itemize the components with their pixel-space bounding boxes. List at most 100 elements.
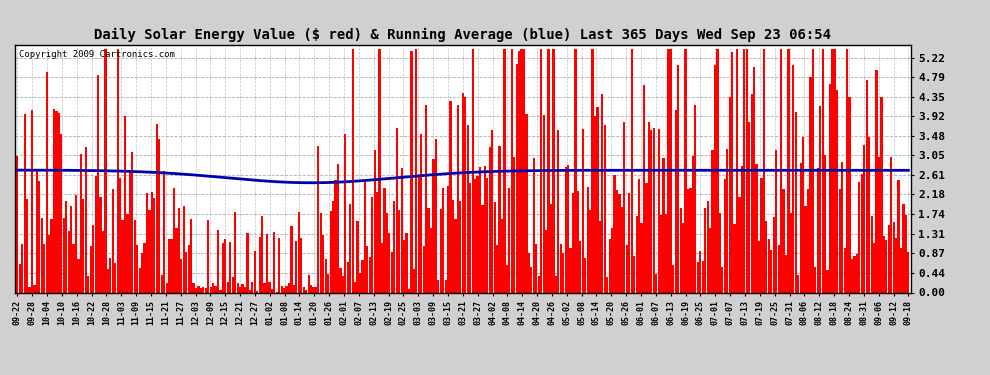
Bar xyxy=(621,207,623,292)
Bar xyxy=(342,276,344,292)
Bar xyxy=(298,212,300,292)
Bar xyxy=(496,245,498,292)
Bar xyxy=(192,282,195,292)
Bar xyxy=(536,244,538,292)
Bar xyxy=(834,50,836,292)
Title: Daily Solar Energy Value ($ red) & Running Average (blue) Last 365 Days Wed Sep : Daily Solar Energy Value ($ red) & Runni… xyxy=(94,28,832,42)
Bar xyxy=(672,266,674,292)
Bar xyxy=(398,210,400,292)
Bar xyxy=(65,201,67,292)
Bar xyxy=(124,116,126,292)
Bar xyxy=(907,252,910,292)
Bar xyxy=(684,50,687,292)
Bar xyxy=(388,233,390,292)
Bar xyxy=(351,50,353,292)
Bar xyxy=(418,177,420,292)
Bar xyxy=(60,134,62,292)
Bar xyxy=(242,284,244,292)
Bar xyxy=(503,50,506,292)
Bar xyxy=(591,50,594,292)
Bar xyxy=(755,164,757,292)
Bar xyxy=(57,113,60,292)
Bar xyxy=(682,223,684,292)
Bar xyxy=(489,147,491,292)
Bar xyxy=(271,289,273,292)
Bar xyxy=(285,286,288,292)
Bar xyxy=(371,197,373,292)
Bar xyxy=(667,50,669,292)
Bar xyxy=(743,50,745,292)
Bar xyxy=(665,213,667,292)
Bar xyxy=(200,288,202,292)
Bar xyxy=(90,246,92,292)
Bar xyxy=(46,72,48,292)
Bar xyxy=(430,228,432,292)
Bar xyxy=(619,194,621,292)
Bar xyxy=(878,158,880,292)
Bar xyxy=(251,282,253,292)
Bar xyxy=(205,288,207,292)
Bar xyxy=(454,219,456,292)
Bar xyxy=(679,208,682,292)
Bar xyxy=(34,285,36,292)
Bar xyxy=(888,225,890,292)
Bar xyxy=(19,264,21,292)
Bar xyxy=(584,258,586,292)
Bar xyxy=(99,197,102,292)
Bar xyxy=(160,275,162,292)
Bar xyxy=(273,232,275,292)
Bar xyxy=(178,208,180,292)
Bar xyxy=(207,219,209,292)
Bar xyxy=(168,240,170,292)
Bar xyxy=(577,191,579,292)
Bar xyxy=(146,193,148,292)
Bar xyxy=(719,213,721,292)
Bar xyxy=(753,67,755,292)
Bar xyxy=(601,94,604,292)
Bar xyxy=(484,166,486,292)
Bar xyxy=(721,267,724,292)
Bar xyxy=(729,97,731,292)
Bar xyxy=(50,219,52,292)
Bar xyxy=(420,134,423,292)
Bar xyxy=(244,287,247,292)
Bar xyxy=(526,114,528,292)
Bar xyxy=(229,242,232,292)
Bar xyxy=(812,50,814,292)
Bar xyxy=(523,50,525,292)
Bar xyxy=(855,254,858,292)
Bar xyxy=(112,189,114,292)
Bar xyxy=(330,211,332,292)
Bar xyxy=(70,206,72,292)
Bar xyxy=(829,84,832,292)
Bar xyxy=(406,233,408,292)
Bar xyxy=(44,244,46,292)
Bar xyxy=(440,209,442,292)
Bar xyxy=(554,276,557,292)
Bar xyxy=(366,246,368,292)
Bar xyxy=(533,158,535,292)
Bar xyxy=(275,291,278,292)
Bar xyxy=(626,245,628,292)
Bar xyxy=(234,211,237,292)
Bar xyxy=(582,129,584,292)
Bar xyxy=(158,139,160,292)
Bar xyxy=(758,242,760,292)
Bar xyxy=(562,253,564,292)
Bar xyxy=(67,231,70,292)
Bar xyxy=(633,256,636,292)
Bar xyxy=(359,273,361,292)
Bar xyxy=(456,105,459,292)
Bar xyxy=(132,152,134,292)
Bar xyxy=(114,263,116,292)
Bar xyxy=(104,50,107,292)
Bar xyxy=(797,275,799,292)
Bar xyxy=(817,168,819,292)
Bar xyxy=(137,245,139,292)
Bar xyxy=(660,215,662,292)
Bar xyxy=(443,188,445,292)
Bar xyxy=(148,210,150,292)
Bar xyxy=(611,228,613,292)
Bar xyxy=(675,110,677,292)
Bar xyxy=(340,268,342,292)
